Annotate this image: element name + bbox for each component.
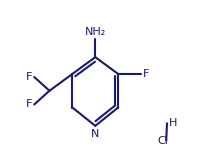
Text: F: F bbox=[143, 69, 149, 79]
Text: Cl: Cl bbox=[158, 136, 169, 146]
Text: NH₂: NH₂ bbox=[85, 27, 106, 37]
Text: N: N bbox=[91, 129, 99, 139]
Text: F: F bbox=[26, 72, 33, 82]
Text: H: H bbox=[169, 118, 177, 128]
Text: F: F bbox=[26, 99, 33, 109]
